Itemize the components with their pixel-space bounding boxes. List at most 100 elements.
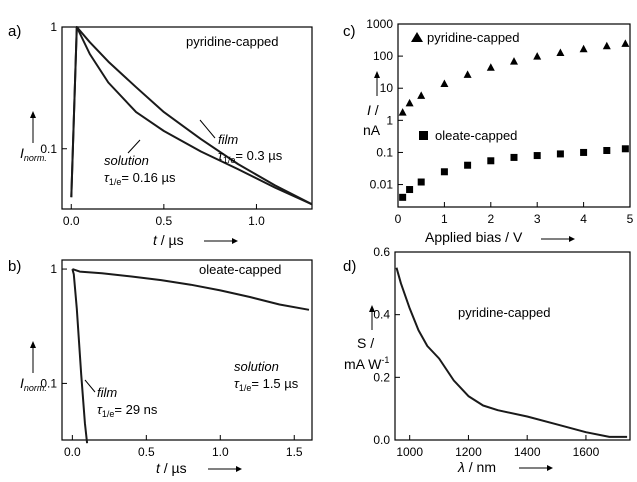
panel-b-ylabel-arrowhead (30, 341, 36, 348)
panel-a-ylabel: Inorm. (20, 145, 47, 163)
panel-b-ylabel-var: I (20, 375, 24, 391)
panel-d-annotation: pyridine-capped (458, 305, 551, 320)
panel-c-x-ticks: 0 1 2 3 4 5 (395, 202, 634, 226)
panel-c-point-square (580, 148, 588, 156)
panel-d-ytick-label: 0.0 (373, 433, 390, 447)
panel-c: c) 0 1 2 3 4 5 0.01 0.1 1 10 100 1000 pyridine-cap… (343, 17, 634, 245)
panel-d-x-ticks: 1000 1200 1400 1600 (396, 435, 600, 459)
panel-d-frame (394, 251, 631, 441)
panel-b-y-ticks: 0.11 (40, 262, 67, 390)
panel-a-frame (61, 26, 313, 210)
panel-c-point-square (603, 146, 611, 154)
panel-c-point-triangle (405, 98, 414, 107)
panel-c-point-triangle (486, 63, 495, 71)
panel-a-y-ticks: 0.11 (40, 20, 67, 156)
panel-d-series-line-0 (395, 267, 628, 438)
panel-b-xtick-label: 1.5 (286, 445, 303, 459)
panel-c-y-ticks: 0.01 0.1 1 10 100 1000 (366, 17, 403, 192)
panel-b-xlabel-var: t (156, 460, 161, 476)
panel-c-xtick-label: 0 (395, 212, 402, 226)
panel-c-point-triangle (398, 108, 407, 116)
panel-c-label: c) (343, 23, 356, 40)
panel-b-series (71, 268, 310, 444)
panel-b-film-label: film (97, 385, 117, 400)
panel-b-annotation: oleate-capped (199, 262, 281, 277)
panel-d-ylabel-line1: S / (357, 335, 374, 351)
panel-b-xlabel-arrowhead (236, 466, 242, 472)
panel-c-legend-oleate: oleate-capped (435, 128, 517, 143)
panel-b-film-tau-sub: 1/e (102, 409, 115, 419)
panel-d-ytick-label: 0.4 (373, 308, 390, 322)
panel-b-ylabel: Inorm. (20, 375, 47, 393)
panel-a-solution-label: solution (104, 153, 149, 168)
panel-a-xtick-label: 1.0 (248, 214, 265, 228)
panel-c-xlabel-arrowhead (569, 236, 575, 242)
panel-d-label: d) (343, 258, 356, 275)
panel-b-xlabel-unit: / µs (160, 460, 187, 476)
panel-a-xlabel-var: t (153, 232, 158, 248)
panel-c-ytick-label: 100 (373, 49, 393, 63)
panel-d-xtick-label: 1600 (573, 445, 600, 459)
panel-a-xlabel: t / µs (153, 232, 184, 248)
panel-a-series (70, 26, 313, 206)
panel-d-xlabel: λ / nm (457, 459, 496, 475)
panel-a-film-pointer (199, 119, 216, 139)
panel-a-x-ticks: 0.0 0.5 1.0 (63, 204, 265, 228)
panel-d-y-ticks: 0.0 0.2 0.4 0.6 (373, 245, 400, 447)
panel-b: b) 0.0 0.5 1.0 1.5 0.11 oleate-capped solut… (8, 258, 313, 476)
panel-c-series (398, 39, 630, 201)
panel-c-point-square (440, 168, 448, 176)
panel-a-ytick-label: 0.1 (40, 142, 57, 156)
panel-d-xlabel-unit: / nm (465, 459, 496, 475)
panel-c-ylabel-arrowhead (374, 71, 380, 78)
panel-c-point-triangle (440, 79, 449, 88)
panel-b-film-tau: τ1/e= 29 ns (97, 402, 158, 419)
panel-d-xtick-label: 1000 (396, 445, 423, 459)
panel-b-ylabel-sub: norm. (24, 383, 47, 393)
panel-a-series-line-1 (70, 26, 313, 206)
panel-b-film-tau-value: = 29 ns (114, 402, 158, 417)
panel-a-series-line-0 (70, 26, 313, 206)
panel-c-point-triangle (579, 44, 588, 53)
panel-c-point-triangle (510, 57, 518, 65)
panel-a-xlabel-arrowhead (232, 238, 238, 244)
panel-b-solution-tau-value: = 1.5 µs (251, 376, 298, 391)
panel-c-point-triangle (602, 41, 611, 50)
panel-a-film-tau: τ1/e= 0.3 µs (218, 148, 283, 165)
panel-d-series (395, 267, 628, 438)
panel-c-point-triangle (417, 91, 426, 99)
panel-b-xtick-label: 0.0 (64, 445, 81, 459)
panel-c-xtick-label: 4 (580, 212, 587, 226)
panel-a-film-tau-symbol: τ (218, 148, 224, 163)
panel-b-x-ticks: 0.0 0.5 1.0 1.5 (64, 435, 303, 459)
panel-b-solution-tau: τ1/e= 1.5 µs (234, 376, 299, 393)
panel-b-xtick-label: 0.5 (138, 445, 155, 459)
panel-b-label: b) (8, 258, 21, 275)
panel-c-xtick-label: 3 (534, 212, 541, 226)
panel-c-legend-pyridine: pyridine-capped (427, 30, 520, 45)
panel-c-ytick-label: 1 (386, 113, 393, 127)
panel-d: d) 1000 1200 1400 1600 0.0 0.2 0.4 0.6 pyridin… (343, 245, 631, 475)
panel-c-point-square (533, 152, 541, 160)
panel-b-solution-tau-sub: 1/e (239, 383, 252, 393)
panel-b-film-pointer (84, 379, 96, 393)
panel-a-film-tau-sub: 1/e (223, 155, 236, 165)
panel-b-series-line-0 (71, 268, 89, 444)
panel-b-xlabel: t / µs (156, 460, 187, 476)
panel-c-point-square (417, 178, 425, 186)
panel-c-ylabel-unit: nA (363, 122, 381, 138)
panel-c-point-square (406, 186, 414, 194)
panel-a-ytick-label: 1 (50, 20, 57, 34)
panel-c-point-triangle (533, 52, 542, 60)
panel-c-ylabel: I / (367, 102, 379, 118)
panel-d-xtick-label: 1400 (514, 445, 541, 459)
panel-a-solution-tau: τ1/e= 0.16 µs (104, 170, 176, 187)
panel-c-point-triangle (463, 70, 472, 78)
panel-b-solution-tau-symbol: τ (234, 376, 240, 391)
panel-c-point-triangle (621, 39, 630, 47)
panel-d-xtick-label: 1200 (455, 445, 482, 459)
panel-c-ylabel-slash: / (371, 102, 379, 118)
panel-c-ytick-label: 10 (380, 81, 394, 95)
panel-a-solution-pointer (127, 139, 141, 154)
panel-c-point-square (487, 157, 495, 165)
